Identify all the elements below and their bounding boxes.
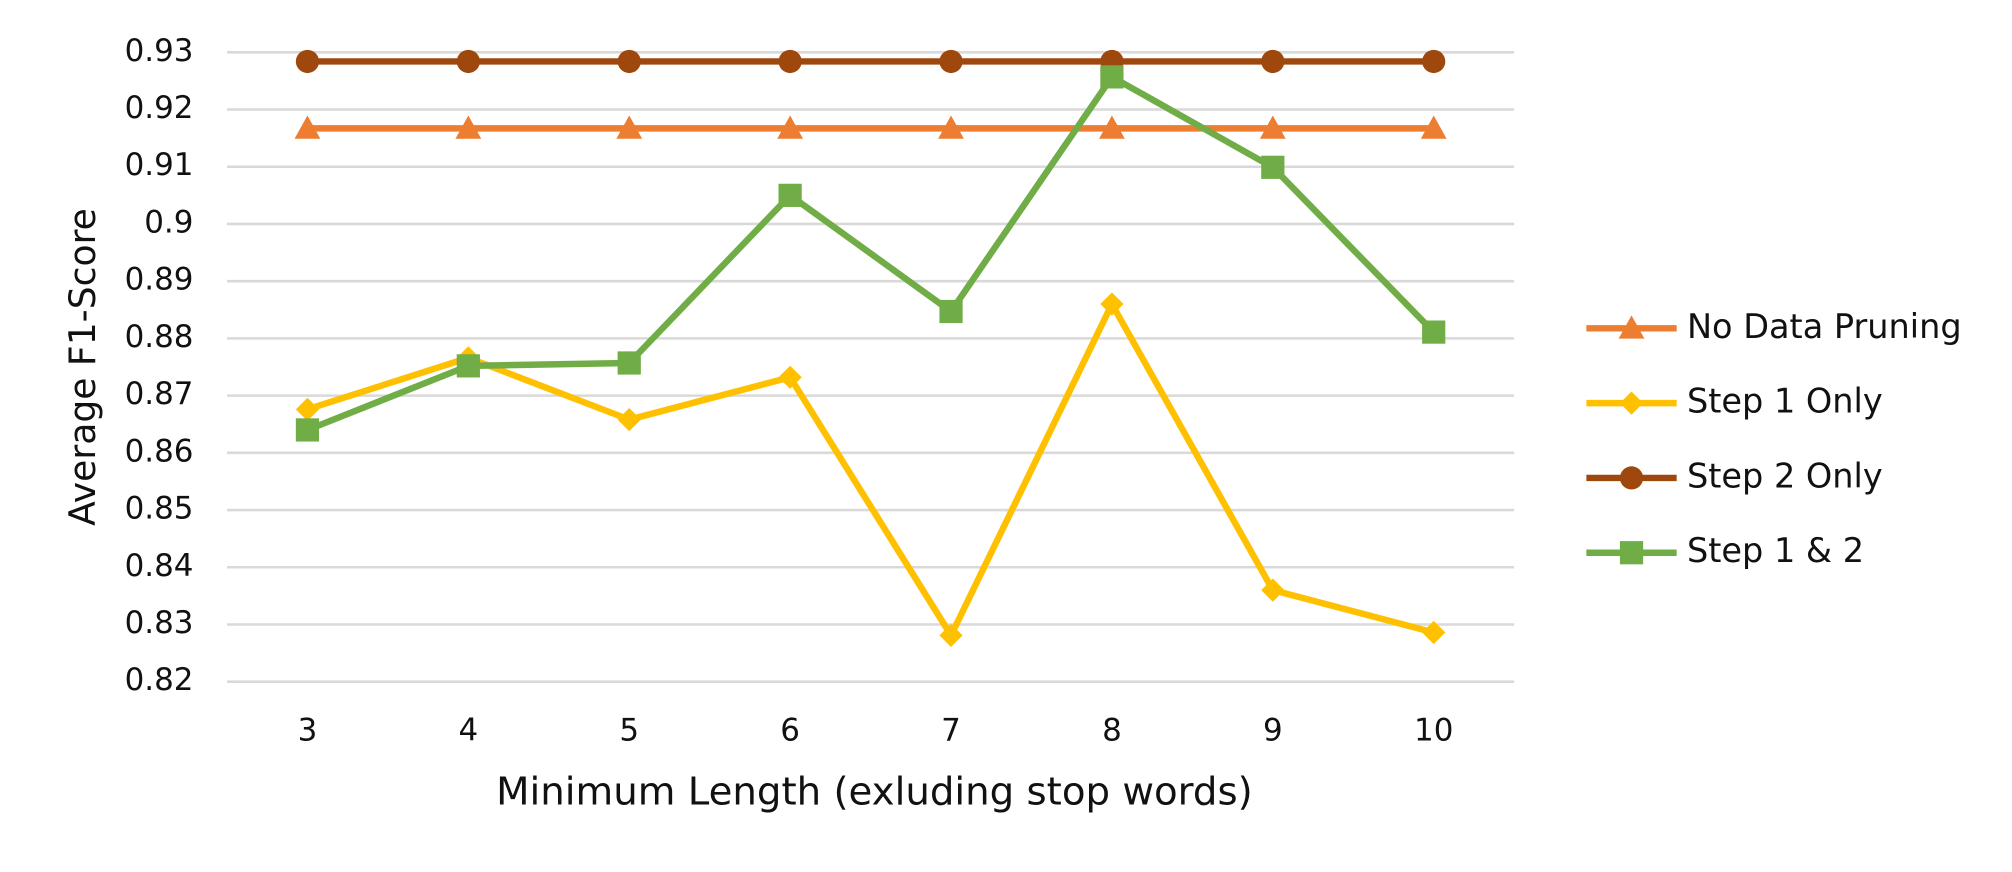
marker	[1618, 315, 1645, 339]
marker	[1099, 115, 1125, 139]
y-tick-label: 0.93	[125, 33, 194, 69]
legend-label: Step 1 & 2	[1687, 531, 1864, 570]
y-tick-label: 0.89	[125, 262, 194, 298]
marker	[617, 351, 641, 375]
marker	[1422, 620, 1446, 645]
marker	[456, 49, 480, 74]
marker	[1261, 155, 1285, 179]
marker	[295, 49, 320, 74]
x-tick-label: 3	[298, 712, 318, 748]
x-tick-label: 10	[1414, 712, 1453, 748]
marker	[1619, 541, 1644, 565]
marker	[1422, 320, 1446, 344]
marker	[1261, 578, 1285, 602]
x-tick-label: 6	[780, 712, 800, 748]
marker	[617, 408, 641, 432]
y-axis-title: Average F1-Score	[61, 208, 104, 526]
marker	[1261, 49, 1285, 74]
y-tick-label: 0.87	[125, 376, 194, 412]
series	[295, 49, 1446, 74]
marker	[777, 115, 804, 139]
marker	[939, 299, 963, 324]
marker	[1259, 115, 1286, 139]
legend-label: Step 1 Only	[1687, 382, 1883, 421]
y-tick-label: 0.92	[125, 90, 194, 126]
y-tick-label: 0.91	[125, 147, 194, 183]
x-tick-label: 5	[619, 712, 639, 748]
legend-item: Step 1 Only	[1586, 382, 1883, 421]
x-tick-label: 9	[1263, 712, 1283, 748]
marker	[456, 354, 480, 378]
y-tick-label: 0.85	[125, 491, 194, 527]
legend-item: Step 2 Only	[1586, 456, 1883, 495]
marker	[455, 115, 482, 139]
marker	[295, 397, 320, 421]
marker	[294, 115, 321, 139]
y-tick-label: 0.82	[125, 662, 194, 698]
y-tick-label: 0.83	[125, 605, 194, 641]
x-tick-label: 8	[1102, 712, 1122, 748]
marker	[1422, 49, 1446, 74]
series	[295, 292, 1446, 647]
x-tick-label: 7	[941, 712, 961, 748]
x-axis-title: Minimum Length (exluding stop words)	[496, 769, 1253, 814]
marker	[1420, 115, 1447, 139]
y-tick-label: 0.9	[144, 204, 193, 240]
legend-label: No Data Pruning	[1687, 307, 1962, 346]
series	[294, 115, 1447, 139]
marker	[778, 183, 802, 207]
line	[306, 73, 1437, 433]
marker	[617, 49, 641, 74]
legend-label: Step 2 Only	[1687, 456, 1883, 495]
marker	[939, 49, 963, 74]
marker	[938, 115, 964, 139]
y-tick-label: 0.86	[125, 433, 194, 469]
marker	[1100, 292, 1124, 316]
marker	[1619, 466, 1644, 490]
marker	[1100, 65, 1124, 89]
series	[295, 65, 1446, 442]
marker	[295, 418, 320, 442]
x-tick-label: 4	[458, 712, 478, 748]
line	[306, 300, 1435, 639]
legend-item: No Data Pruning	[1586, 307, 1962, 346]
marker	[778, 49, 802, 74]
y-tick-label: 0.88	[125, 319, 194, 355]
marker	[616, 115, 643, 139]
y-tick-label: 0.84	[125, 548, 194, 584]
marker	[1619, 391, 1644, 415]
legend-item: Step 1 & 2	[1586, 531, 1864, 570]
